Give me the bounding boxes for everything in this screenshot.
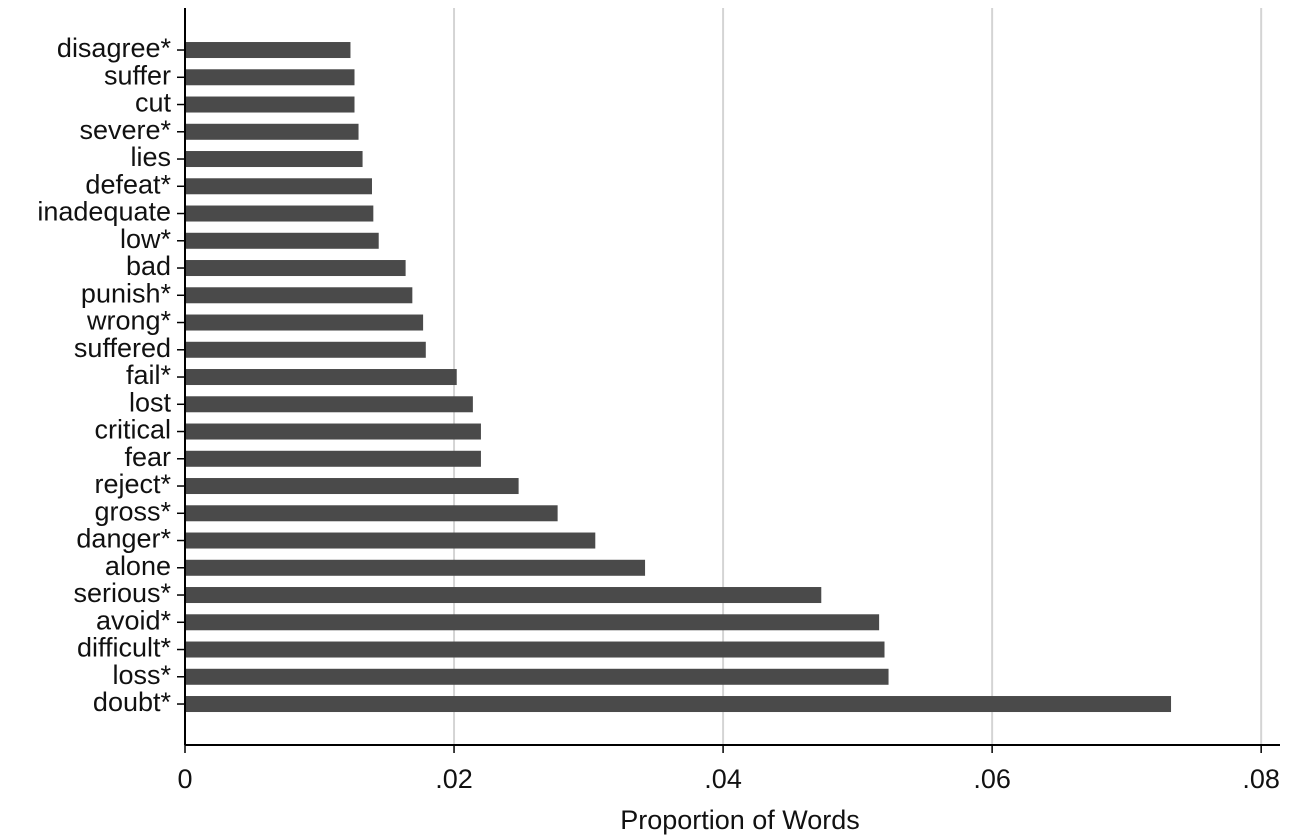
bar <box>185 532 596 549</box>
bar <box>185 314 424 331</box>
bar <box>185 396 473 413</box>
y-tick-label: inadequate <box>37 197 171 227</box>
bar <box>185 205 374 222</box>
y-tick-label: critical <box>94 415 171 445</box>
bar <box>185 96 355 113</box>
y-tick-label: defeat* <box>85 169 171 199</box>
y-tick-label: fear <box>124 442 171 472</box>
y-tick-label: lost <box>129 387 172 417</box>
bar <box>185 369 457 386</box>
y-tick-label: lies <box>130 142 171 172</box>
bar <box>185 341 426 358</box>
y-tick-label: punish* <box>81 278 172 308</box>
y-tick-label: suffered <box>74 333 171 363</box>
bar <box>185 450 481 467</box>
y-tick-label: alone <box>105 551 171 581</box>
x-tick-label: 0 <box>177 764 192 794</box>
y-tick-label: avoid* <box>96 605 172 635</box>
y-tick-label: serious* <box>73 578 171 608</box>
y-tick-label: severe* <box>79 115 171 145</box>
y-tick-label: low* <box>120 224 172 254</box>
y-tick-label: doubt* <box>93 687 172 717</box>
bar <box>185 614 880 631</box>
y-tick-label: loss* <box>112 660 171 690</box>
bar <box>185 668 889 685</box>
bar <box>185 260 406 277</box>
bar <box>185 178 372 195</box>
y-tick-label: cut <box>135 88 172 118</box>
y-tick-label: bad <box>126 251 171 281</box>
bar <box>185 559 646 576</box>
y-tick-label: suffer <box>104 60 171 90</box>
x-tick-label: .04 <box>704 764 742 794</box>
bar <box>185 123 359 140</box>
y-tick-label: difficult* <box>77 633 172 663</box>
x-tick-label: .06 <box>973 764 1011 794</box>
y-tick-label: reject* <box>94 469 171 499</box>
bar <box>185 42 351 59</box>
y-tick-label: gross* <box>94 496 171 526</box>
x-tick-label: .08 <box>1242 764 1280 794</box>
bar <box>185 423 481 440</box>
bar <box>185 151 363 168</box>
bar <box>185 505 558 522</box>
x-tick-label: .02 <box>435 764 473 794</box>
bar <box>185 69 355 86</box>
y-tick-label: fail* <box>126 360 172 390</box>
x-axis-label: Proportion of Words <box>620 805 860 835</box>
bar <box>185 232 379 249</box>
y-tick-label: wrong* <box>86 306 172 336</box>
bar <box>185 641 885 658</box>
bar <box>185 587 822 604</box>
bar <box>185 478 519 495</box>
bar <box>185 696 1172 713</box>
y-tick-label: disagree* <box>57 33 172 63</box>
bar <box>185 287 413 304</box>
y-tick-label: danger* <box>76 524 171 554</box>
